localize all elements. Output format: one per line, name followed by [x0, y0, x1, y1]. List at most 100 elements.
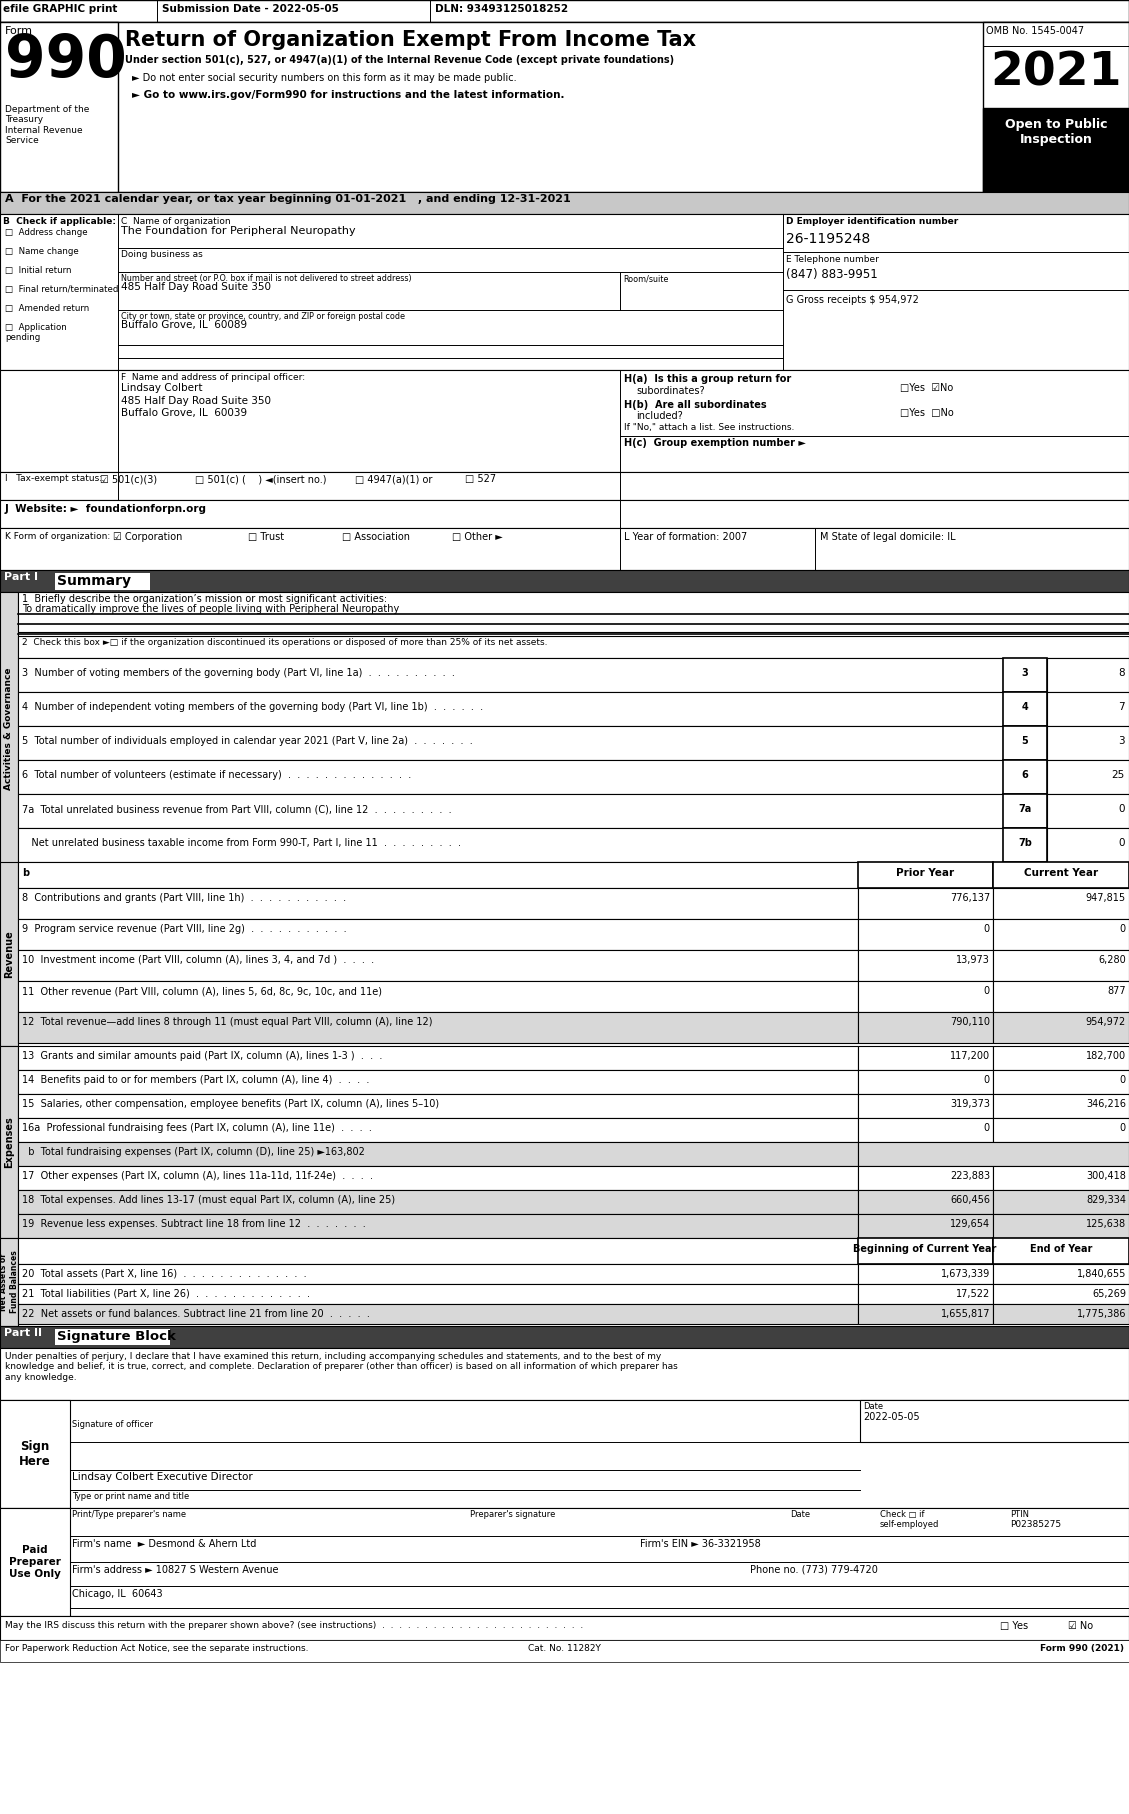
Bar — [994, 1190, 1129, 1214]
Text: K Form of organization:: K Form of organization: — [5, 532, 111, 541]
Text: Prior Year: Prior Year — [896, 869, 954, 878]
Text: 14  Benefits paid to or for members (Part IX, column (A), line 4)  .  .  .  .: 14 Benefits paid to or for members (Part… — [21, 1076, 369, 1085]
Bar — [1003, 760, 1047, 795]
Bar — [994, 1304, 1129, 1324]
Bar — [1047, 658, 1129, 691]
Text: C  Name of organization: C Name of organization — [121, 218, 230, 227]
Text: Date: Date — [790, 1509, 811, 1518]
Bar — [0, 1400, 70, 1507]
Text: 7b: 7b — [1018, 838, 1032, 847]
Bar — [18, 691, 1003, 726]
Bar — [18, 889, 858, 920]
Text: 5: 5 — [1022, 736, 1029, 746]
Bar — [994, 1070, 1129, 1094]
Bar — [1047, 795, 1129, 827]
Text: 9  Program service revenue (Part VIII, line 2g)  .  .  .  .  .  .  .  .  .  .  .: 9 Program service revenue (Part VIII, li… — [21, 923, 347, 934]
Text: Signature Block: Signature Block — [56, 1330, 176, 1342]
Text: Paid
Preparer
Use Only: Paid Preparer Use Only — [9, 1546, 61, 1578]
Text: 1,775,386: 1,775,386 — [1076, 1310, 1126, 1319]
Text: To dramatically improve the lives of people living with Peripheral Neuropathy: To dramatically improve the lives of peo… — [21, 604, 400, 613]
Bar — [994, 1214, 1129, 1237]
Bar — [994, 1284, 1129, 1304]
Text: ☑ Corporation: ☑ Corporation — [113, 532, 183, 542]
Bar — [18, 1264, 858, 1284]
Text: 0: 0 — [983, 987, 990, 996]
Bar — [18, 1047, 858, 1070]
Text: A  For the 2021 calendar year, or tax year beginning 01-01-2021   , and ending 1: A For the 2021 calendar year, or tax yea… — [5, 194, 571, 203]
Text: 223,883: 223,883 — [949, 1172, 990, 1181]
Text: H(b)  Are all subordinates: H(b) Are all subordinates — [624, 401, 767, 410]
Bar — [55, 573, 150, 590]
Text: Type or print name and title: Type or print name and title — [72, 1491, 190, 1500]
Text: 660,456: 660,456 — [949, 1195, 990, 1204]
Bar — [18, 1284, 858, 1304]
Bar — [55, 1330, 170, 1344]
Text: Print/Type preparer's name: Print/Type preparer's name — [72, 1509, 186, 1518]
Text: b: b — [21, 869, 29, 878]
Bar — [858, 1284, 994, 1304]
Text: □  Amended return: □ Amended return — [5, 305, 89, 314]
Bar — [0, 501, 1129, 528]
Text: 2  Check this box ►□ if the organization discontinued its operations or disposed: 2 Check this box ►□ if the organization … — [21, 639, 548, 648]
Text: 776,137: 776,137 — [949, 892, 990, 903]
Text: 1,673,339: 1,673,339 — [940, 1270, 990, 1279]
Text: Return of Organization Exempt From Income Tax: Return of Organization Exempt From Incom… — [125, 31, 697, 51]
Bar — [18, 591, 1129, 631]
Text: Lindsay Colbert: Lindsay Colbert — [121, 383, 202, 394]
Bar — [0, 22, 1129, 192]
Text: 7a: 7a — [1018, 804, 1032, 814]
Bar — [983, 22, 1129, 192]
Text: I   Tax-exempt status:: I Tax-exempt status: — [5, 473, 102, 483]
Text: 129,654: 129,654 — [949, 1219, 990, 1230]
Text: 4: 4 — [1022, 702, 1029, 713]
Text: 125,638: 125,638 — [1086, 1219, 1126, 1230]
Bar — [1003, 827, 1047, 862]
Bar — [18, 1166, 858, 1190]
Text: G Gross receipts $ 954,972: G Gross receipts $ 954,972 — [786, 296, 919, 305]
Bar — [858, 951, 994, 981]
Text: City or town, state or province, country, and ZIP or foreign postal code: City or town, state or province, country… — [121, 312, 405, 321]
Bar — [1003, 691, 1047, 726]
Text: H(a)  Is this a group return for: H(a) Is this a group return for — [624, 374, 791, 385]
Bar — [858, 1094, 994, 1117]
Text: L Year of formation: 2007: L Year of formation: 2007 — [624, 532, 747, 542]
Bar — [18, 1214, 858, 1237]
Text: ☑ No: ☑ No — [1068, 1622, 1093, 1631]
Text: Buffalo Grove, IL  60089: Buffalo Grove, IL 60089 — [121, 319, 247, 330]
Bar — [858, 1166, 994, 1190]
Text: 3: 3 — [1119, 736, 1124, 746]
Text: 1,840,655: 1,840,655 — [1077, 1270, 1126, 1279]
Bar — [994, 920, 1129, 951]
Text: 17  Other expenses (Part IX, column (A), lines 11a-11d, 11f-24e)  .  .  .  .: 17 Other expenses (Part IX, column (A), … — [21, 1172, 373, 1181]
Bar — [994, 951, 1129, 981]
Text: Form: Form — [5, 25, 33, 36]
Text: 485 Half Day Road Suite 350: 485 Half Day Road Suite 350 — [121, 281, 271, 292]
Text: J  Website: ►  foundationforpn.org: J Website: ► foundationforpn.org — [5, 504, 207, 513]
Bar — [994, 1264, 1129, 1284]
Text: Net unrelated business taxable income from Form 990-T, Part I, line 11  .  .  . : Net unrelated business taxable income fr… — [21, 838, 461, 847]
Bar — [0, 1507, 70, 1616]
Text: Beginning of Current Year: Beginning of Current Year — [854, 1244, 997, 1253]
Text: 65,269: 65,269 — [1092, 1290, 1126, 1299]
Bar — [0, 472, 1129, 501]
Bar — [18, 920, 858, 951]
Bar — [0, 1616, 1129, 1640]
Bar — [18, 726, 1003, 760]
Bar — [18, 981, 858, 1012]
Text: OMB No. 1545-0047: OMB No. 1545-0047 — [986, 25, 1084, 36]
Text: Number and street (or P.O. box if mail is not delivered to street address): Number and street (or P.O. box if mail i… — [121, 274, 412, 283]
Text: Signature of officer: Signature of officer — [72, 1420, 154, 1429]
Bar — [994, 1237, 1129, 1264]
Text: 0: 0 — [1119, 804, 1124, 814]
Bar — [1003, 658, 1047, 691]
Bar — [0, 214, 1129, 370]
Bar — [0, 1400, 1129, 1507]
Bar — [18, 1143, 858, 1166]
Text: (847) 883-9951: (847) 883-9951 — [786, 268, 877, 281]
Text: □Yes  □No: □Yes □No — [900, 408, 954, 417]
Text: Submission Date - 2022-05-05: Submission Date - 2022-05-05 — [161, 4, 339, 15]
Text: 13,973: 13,973 — [956, 954, 990, 965]
Text: 6  Total number of volunteers (estimate if necessary)  .  .  .  .  .  .  .  .  .: 6 Total number of volunteers (estimate i… — [21, 769, 411, 780]
Bar — [0, 862, 18, 1047]
Text: 300,418: 300,418 — [1086, 1172, 1126, 1181]
